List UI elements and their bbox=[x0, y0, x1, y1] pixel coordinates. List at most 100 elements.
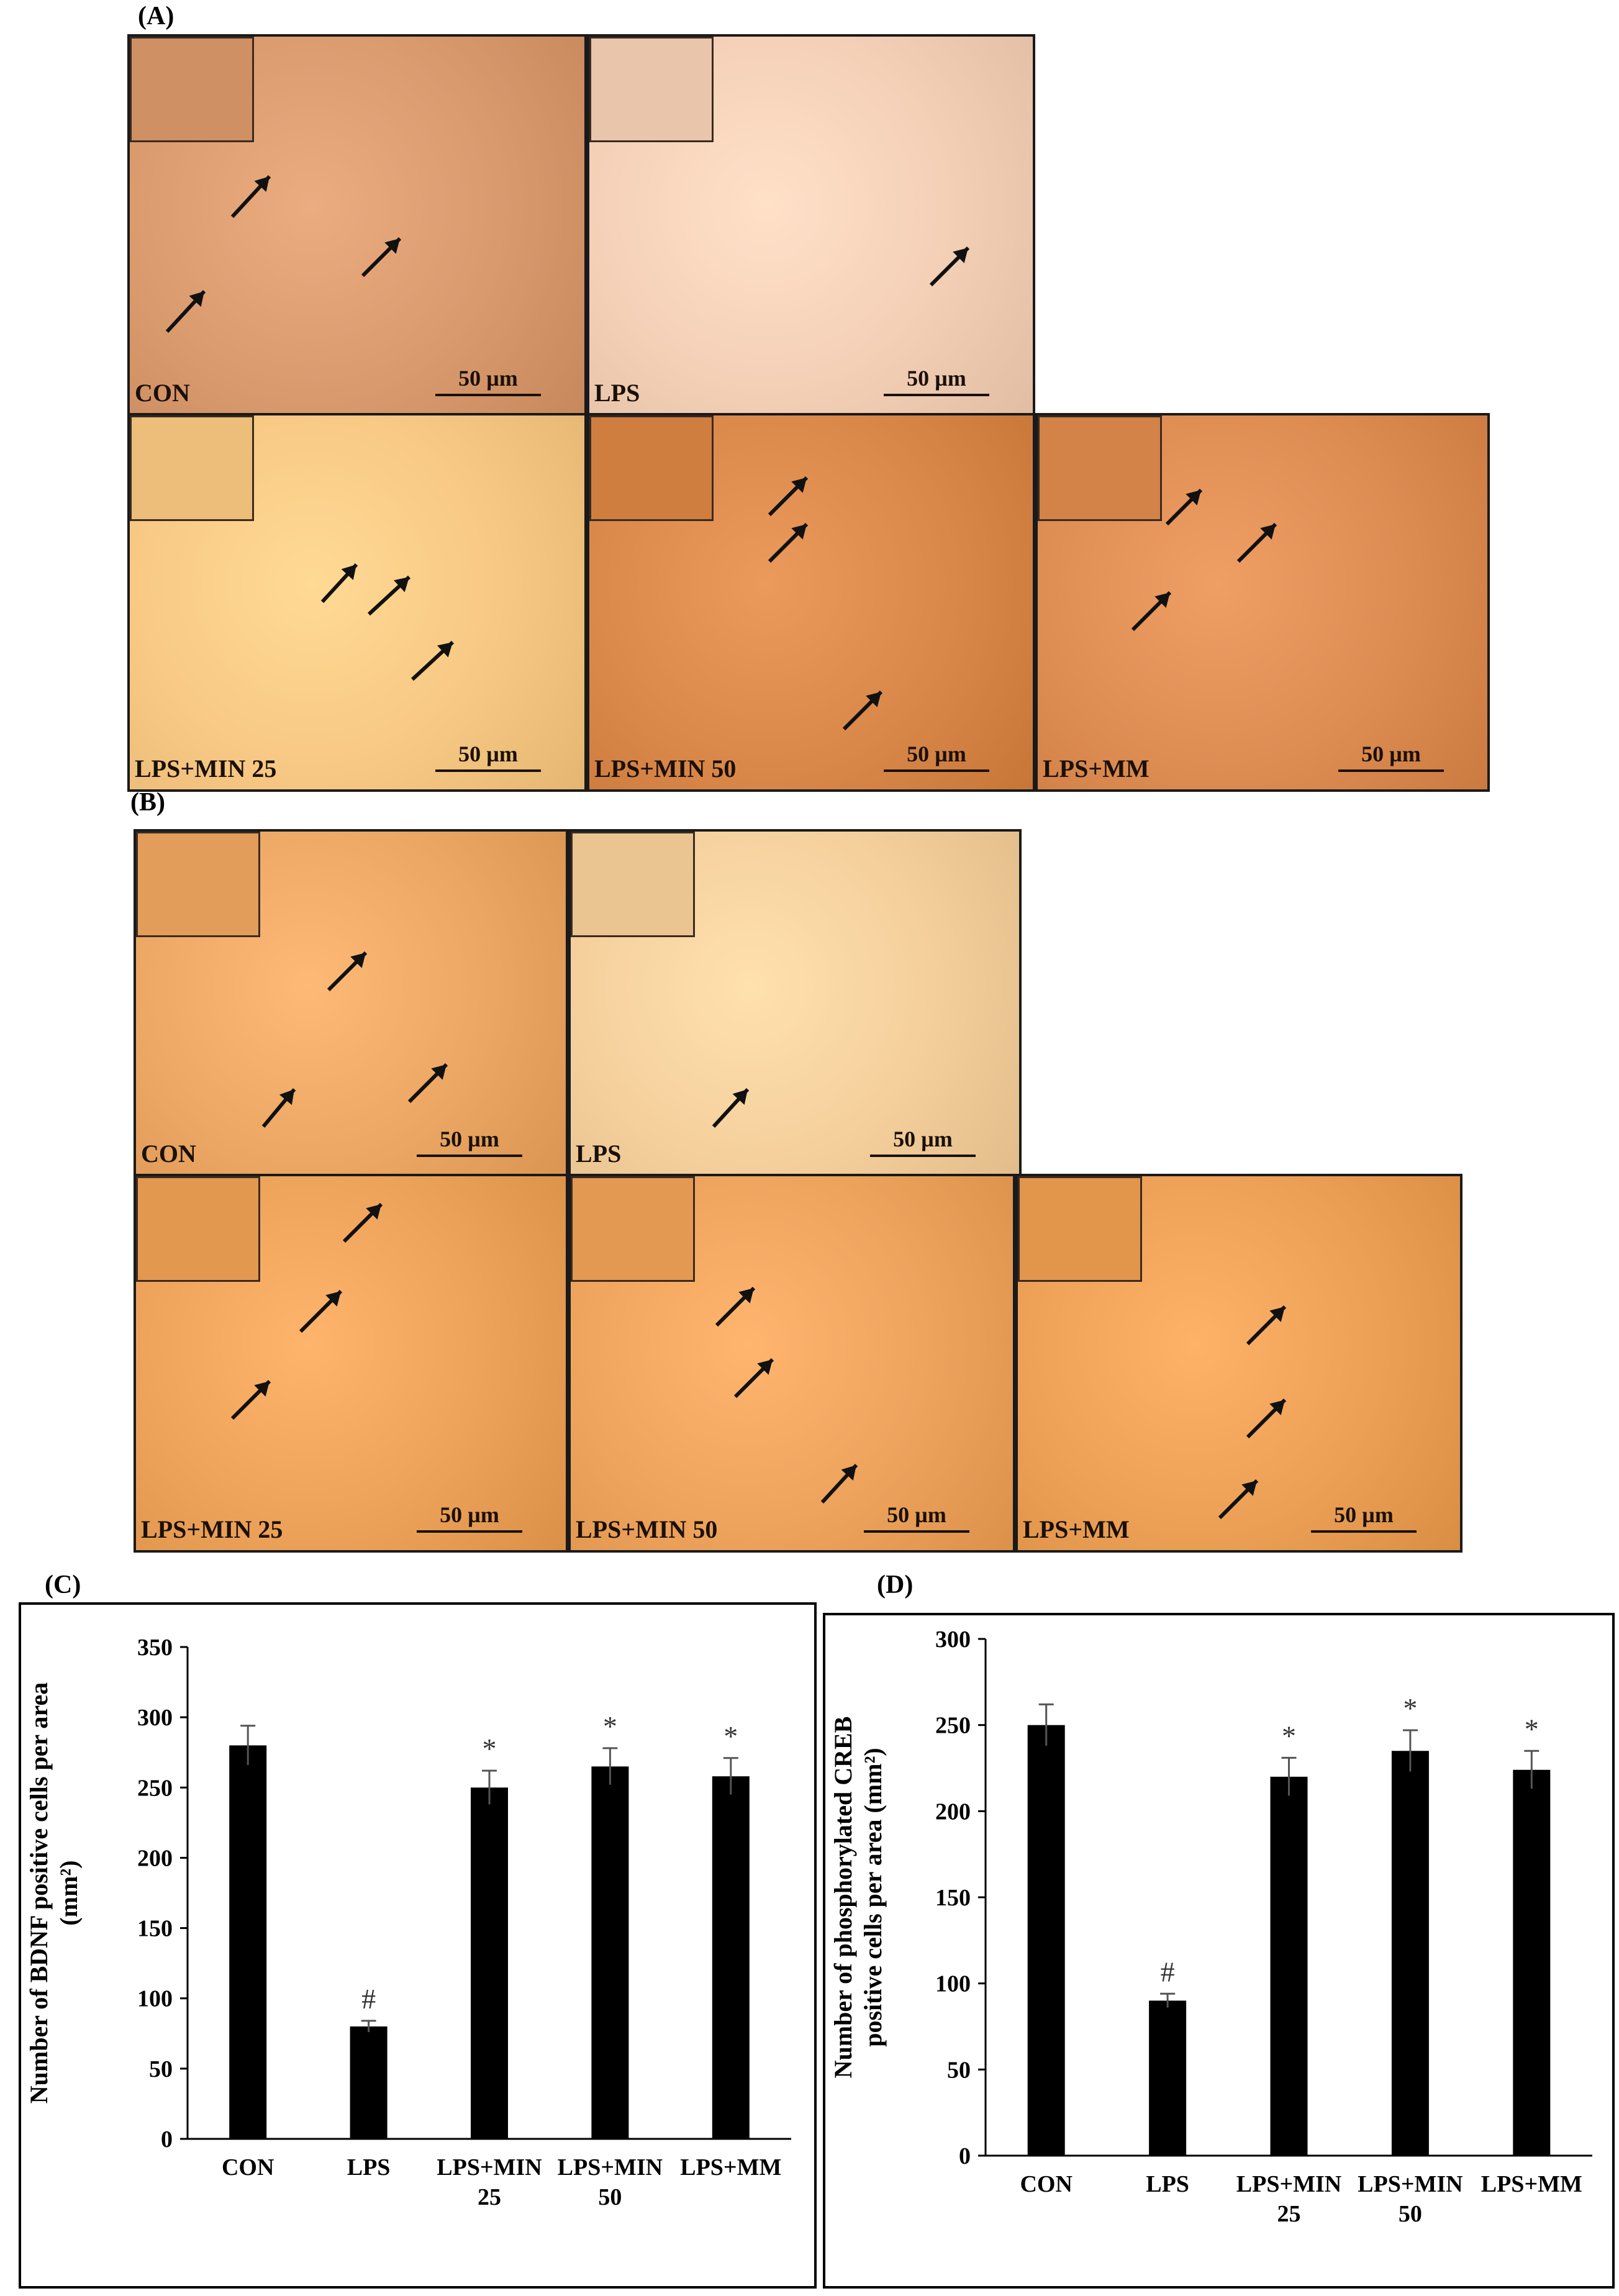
scale-bar-label: 50 µm bbox=[907, 366, 966, 391]
group-label: LPS+MIN 50 bbox=[576, 1515, 718, 1543]
y-tick-label: 100 bbox=[935, 1971, 971, 1997]
y-tick-label: 50 bbox=[947, 2057, 971, 2083]
arrow-icon bbox=[1246, 1305, 1287, 1346]
x-tick-label: 50 bbox=[1399, 2201, 1422, 2227]
scale-bar-line bbox=[417, 1155, 522, 1157]
arrow-icon bbox=[1246, 1398, 1287, 1439]
scale-bar-label: 50 µm bbox=[458, 742, 518, 766]
panel-label-d: (D) bbox=[877, 1571, 914, 1599]
arrow-icon bbox=[342, 1202, 383, 1243]
y-tick-label: 200 bbox=[137, 1845, 173, 1871]
bar bbox=[1391, 1751, 1429, 2156]
x-tick-label: 50 bbox=[598, 2184, 622, 2210]
chart-c-frame: 0 50 100 150 200 250 300 350 Number of BDNF posi… bbox=[19, 1602, 817, 2289]
x-tick-label: LPS+MIN bbox=[558, 2154, 663, 2180]
panel-label-c: (C) bbox=[45, 1571, 81, 1599]
scale-bar-line bbox=[864, 1530, 969, 1533]
y-axis-label: positive cells per area (mm²) bbox=[859, 1748, 887, 2047]
x-tick-label: LPS+MIN bbox=[1236, 2171, 1341, 2197]
micrograph-b-4: LPS+MIN 50 50 µm bbox=[568, 1174, 1015, 1553]
arrow-icon bbox=[230, 175, 271, 219]
scale-bar: 50 µm bbox=[417, 1502, 522, 1533]
micrograph-b-3: LPS+MIN 25 50 µm bbox=[134, 1174, 568, 1553]
chart-d-frame: 0 50 100 150 200 250 300 Number of phosphorylat… bbox=[823, 1613, 1615, 2289]
arrow-icon bbox=[733, 1358, 774, 1399]
x-tick-label: LPS+MM bbox=[680, 2154, 781, 2180]
bar bbox=[712, 1776, 750, 2139]
scale-bar: 50 µm bbox=[864, 1502, 969, 1533]
bar bbox=[229, 1745, 267, 2139]
scale-bar-line bbox=[1338, 769, 1444, 772]
arrow-icon bbox=[715, 1286, 756, 1327]
zoom-inset bbox=[589, 415, 714, 521]
significance-marker: * bbox=[1403, 1692, 1417, 1724]
micrograph-a-1: CON 50 µm bbox=[127, 34, 587, 416]
group-label: LPS bbox=[594, 379, 640, 407]
arrow-icon bbox=[842, 690, 883, 731]
y-axis-label: Number of BDNF positive cells per area bbox=[25, 1682, 53, 2103]
micrograph-grid-b: CON 50 µm LPS 50 µm LPS+MIN 25 50 µm LPS+MIN 5… bbox=[134, 829, 1463, 1553]
zoom-inset bbox=[571, 1176, 695, 1282]
group-label: CON bbox=[135, 379, 190, 407]
scale-bar-label: 50 µm bbox=[458, 366, 518, 391]
scale-bar-line bbox=[870, 1155, 976, 1157]
significance-marker: * bbox=[483, 1733, 497, 1764]
pcreb-bar-chart: 0 50 100 150 200 250 300 Number of phosphorylat… bbox=[829, 1627, 1592, 2227]
scale-bar-label: 50 µm bbox=[887, 1502, 946, 1527]
bar bbox=[1149, 2000, 1187, 2156]
bdnf-bar-chart: 0 50 100 150 200 250 300 350 Number of BDNF posi… bbox=[25, 1635, 791, 2210]
scale-bar-label: 50 µm bbox=[1361, 742, 1421, 766]
arrow-icon bbox=[1236, 522, 1277, 563]
scale-bar-line bbox=[884, 394, 989, 396]
zoom-inset bbox=[1038, 415, 1162, 521]
arrow-icon bbox=[320, 563, 358, 604]
y-tick-label: 100 bbox=[137, 1986, 173, 2012]
y-tick-label: 250 bbox=[935, 1713, 971, 1739]
x-tick-label: LPS+MM bbox=[1481, 2171, 1582, 2197]
significance-marker: * bbox=[603, 1710, 617, 1742]
group-label: LPS+MIN 25 bbox=[141, 1515, 283, 1543]
arrow-icon bbox=[410, 640, 455, 681]
y-tick-label: 300 bbox=[935, 1627, 971, 1653]
arrow-icon bbox=[327, 951, 368, 992]
arrow-icon bbox=[361, 237, 402, 278]
micrograph-b-2: LPS 50 µm bbox=[568, 829, 1022, 1177]
x-tick-label: LPS bbox=[347, 2154, 391, 2180]
scale-bar-line bbox=[435, 394, 541, 396]
micrograph-a-2: LPS 50 µm bbox=[587, 34, 1035, 416]
x-tick-label: LPS+MIN bbox=[1358, 2171, 1463, 2197]
zoom-inset bbox=[130, 415, 254, 521]
scale-bar: 50 µm bbox=[884, 741, 989, 772]
x-tick-label: 25 bbox=[478, 2184, 501, 2210]
arrow-icon bbox=[929, 246, 970, 287]
micrograph-a-5: LPS+MM 50 µm bbox=[1035, 413, 1490, 792]
y-tick-label: 200 bbox=[935, 1799, 971, 1825]
scale-bar-line bbox=[884, 769, 989, 772]
significance-marker: * bbox=[1282, 1720, 1296, 1751]
significance-marker: * bbox=[723, 1720, 738, 1752]
arrow-icon bbox=[407, 1063, 448, 1104]
arrow-icon bbox=[261, 1088, 296, 1128]
bar bbox=[1513, 1769, 1551, 2156]
panel-label-a: (A) bbox=[138, 2, 175, 30]
arrow-icon bbox=[367, 575, 411, 616]
zoom-inset bbox=[1018, 1176, 1142, 1282]
y-tick-label: 150 bbox=[935, 1885, 971, 1911]
panel-label-b: (B) bbox=[130, 788, 165, 817]
y-tick-label: 50 bbox=[149, 2056, 173, 2082]
x-tick-label: CON bbox=[1020, 2171, 1072, 2197]
significance-marker: # bbox=[1161, 1956, 1175, 1987]
scale-bar: 50 µm bbox=[884, 365, 989, 396]
y-tick-label: 150 bbox=[137, 1916, 173, 1942]
bar bbox=[1270, 1776, 1308, 2156]
significance-marker: * bbox=[1525, 1713, 1539, 1745]
bar bbox=[471, 1787, 508, 2139]
micrograph-a-4: LPS+MIN 50 50 µm bbox=[587, 413, 1035, 792]
y-tick-label: 250 bbox=[137, 1775, 173, 1801]
y-tick-label: 0 bbox=[959, 2143, 971, 2169]
significance-marker: # bbox=[361, 1983, 376, 2015]
scale-bar: 50 µm bbox=[417, 1126, 522, 1157]
zoom-inset bbox=[571, 832, 695, 937]
arrow-icon bbox=[712, 1087, 750, 1128]
scale-bar: 50 µm bbox=[1311, 1502, 1417, 1533]
